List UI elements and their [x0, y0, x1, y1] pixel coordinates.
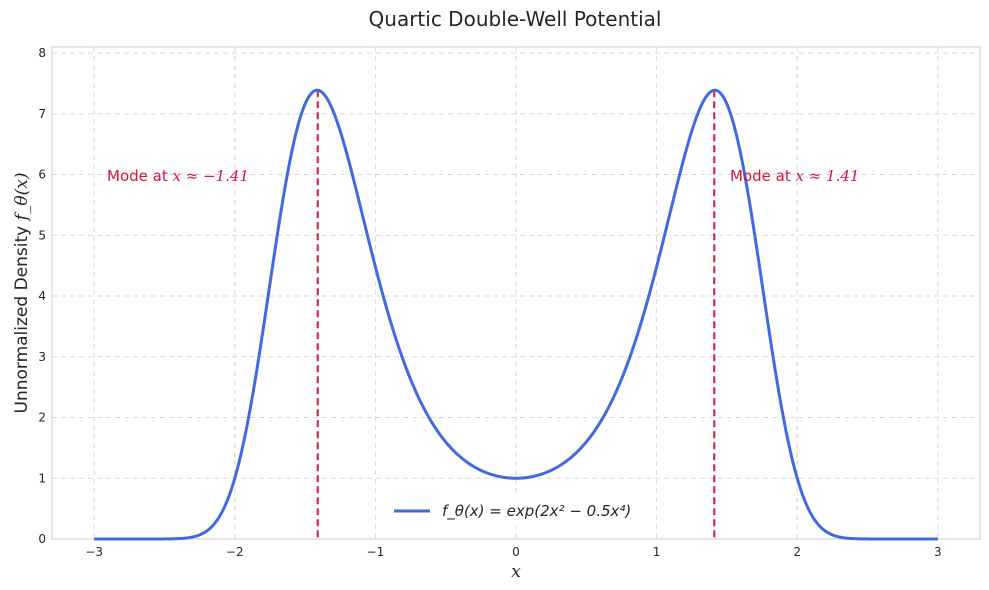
- legend-entry: f_θ(x) = exp(2x² − 0.5x⁴): [442, 502, 631, 521]
- y-tick-label: 4: [38, 289, 46, 303]
- mode-annotations: Mode at x ≈ −1.41 Mode at x ≈ 1.41: [107, 167, 859, 185]
- y-tick-label: 5: [38, 228, 46, 242]
- mode-label-right-math: x ≈ 1.41: [795, 167, 859, 185]
- mode-lines: [316, 90, 716, 539]
- mode-label-left: Mode at x ≈ −1.41: [107, 167, 249, 185]
- plot-area: [51, 46, 981, 541]
- chart-title: Quartic Double-Well Potential: [369, 7, 662, 31]
- x-tick-label: 2: [793, 545, 801, 559]
- y-tick-label: 7: [38, 107, 46, 121]
- series-line-density: [94, 88, 938, 541]
- y-tick-label: 1: [38, 471, 46, 485]
- y-axis-label-text: Unnormalized Density: [12, 220, 32, 413]
- y-tick-label: 8: [38, 46, 46, 60]
- x-tick-label: −1: [367, 545, 385, 559]
- y-tick-label: 0: [38, 532, 46, 546]
- y-axis-ticks: 0 1 2 3 4 5 6 7 8: [38, 46, 46, 546]
- x-axis-ticks: −3 −2 −1 0 1 2 3: [85, 545, 941, 559]
- x-axis-label: x: [511, 562, 521, 582]
- y-tick-label: 2: [38, 411, 46, 425]
- x-tick-label: 3: [934, 545, 942, 559]
- mode-label-left-math: x ≈ −1.41: [172, 167, 249, 185]
- mode-label-right: Mode at x ≈ 1.41: [730, 167, 859, 185]
- series-layer: [94, 88, 938, 541]
- grid: [52, 47, 980, 539]
- mode-label-right-text: Mode at: [730, 167, 795, 185]
- legend: f_θ(x) = exp(2x² − 0.5x⁴): [386, 496, 648, 526]
- mode-label-left-text: Mode at: [107, 167, 172, 185]
- x-tick-label: −2: [226, 545, 244, 559]
- y-tick-label: 6: [38, 168, 46, 182]
- x-tick-label: −3: [85, 545, 103, 559]
- x-tick-label: 1: [653, 545, 661, 559]
- y-axis-label: Unnormalized Density f_θ(x): [12, 172, 32, 413]
- y-tick-label: 3: [38, 350, 46, 364]
- x-tick-label: 0: [512, 545, 520, 559]
- y-axis-label-math: f_θ(x): [12, 172, 32, 222]
